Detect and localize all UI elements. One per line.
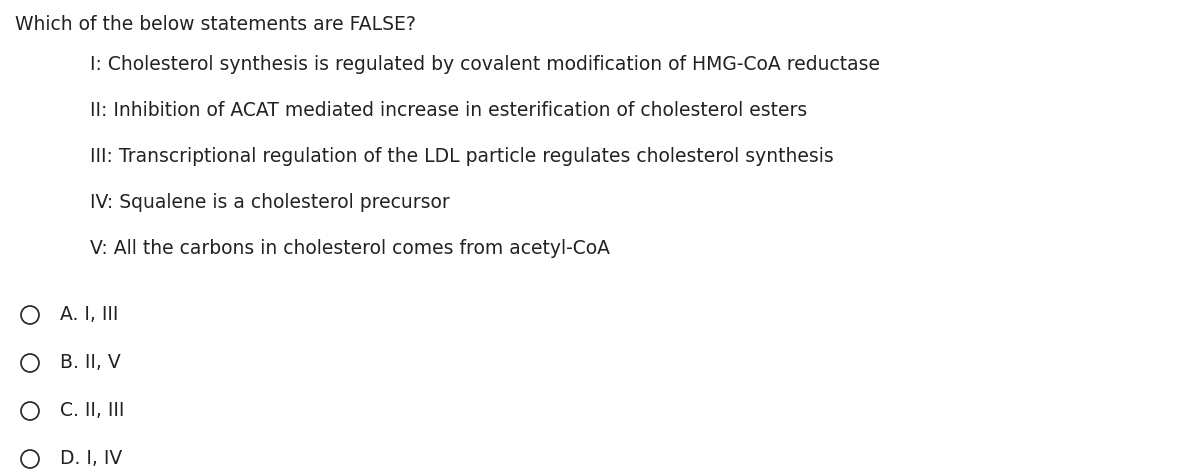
Text: III: Transcriptional regulation of the LDL particle regulates cholesterol synthe: III: Transcriptional regulation of the L…: [90, 147, 834, 166]
Text: D. I, IV: D. I, IV: [60, 449, 122, 468]
Text: I: Cholesterol synthesis is regulated by covalent modification of HMG-CoA reduct: I: Cholesterol synthesis is regulated by…: [90, 55, 880, 74]
Text: A. I, III: A. I, III: [60, 305, 119, 324]
Text: B. II, V: B. II, V: [60, 353, 121, 372]
Text: C. II, III: C. II, III: [60, 401, 125, 420]
Text: IV: Squalene is a cholesterol precursor: IV: Squalene is a cholesterol precursor: [90, 193, 450, 212]
Text: V: All the carbons in cholesterol comes from acetyl-CoA: V: All the carbons in cholesterol comes …: [90, 239, 610, 258]
Text: Which of the below statements are FALSE?: Which of the below statements are FALSE?: [14, 15, 416, 34]
Text: II: Inhibition of ACAT mediated increase in esterification of cholesterol esters: II: Inhibition of ACAT mediated increase…: [90, 101, 808, 120]
